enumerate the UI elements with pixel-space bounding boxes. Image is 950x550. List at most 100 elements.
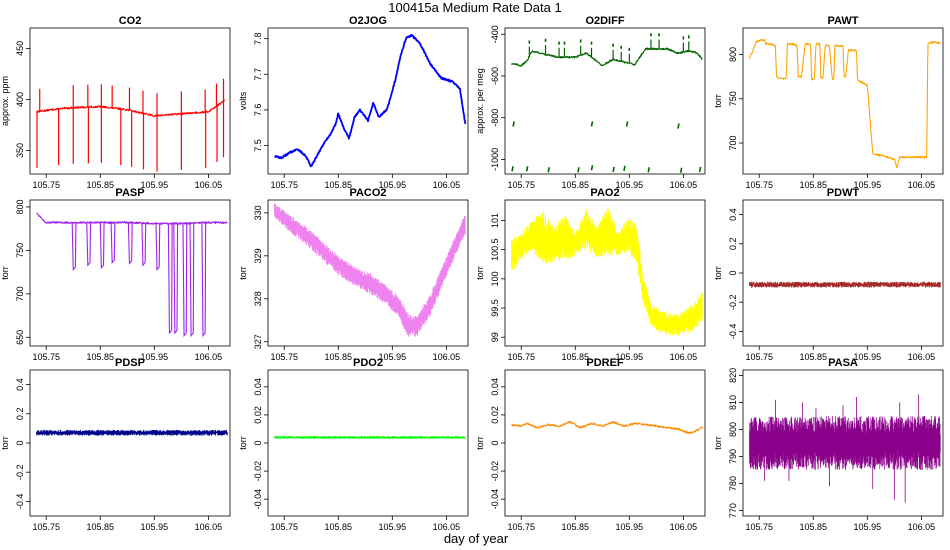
outlier-point-o2diff <box>525 166 529 172</box>
panel-pdref: PDREF 105.75 105.85 105.95 106.05 -0.04 -0.02 0… <box>475 357 706 532</box>
x-tick-label-o2jog: 105.85 <box>325 180 353 190</box>
panel-pdo2: PDO2 105.75 105.85 105.95 106.05 -0.04 -0.02 0 0… <box>238 357 469 532</box>
outlier-point-o2diff <box>698 166 702 173</box>
panel-o2jog: O2JOG 105.75 105.85 105.95 106.05 7.5 7.6 7.7 7.… <box>238 15 469 190</box>
y-tick-label-pdsp: 0.2 <box>15 408 25 421</box>
outlier-point-o2diff <box>511 166 514 172</box>
series-line-pasp <box>36 212 228 225</box>
panel-frame-o2diff <box>504 27 706 175</box>
series-line-pdref <box>511 420 703 435</box>
panel-title-pawt: PAWT <box>828 15 859 27</box>
x-tick-label-co2: 105.75 <box>32 180 60 190</box>
dip-pasp <box>86 222 92 267</box>
x-tick-label-o2jog: 105.75 <box>270 180 298 190</box>
y-axis-label-pasp: torr <box>0 266 10 280</box>
x-tick-label-pao2: 105.95 <box>616 352 644 362</box>
y-tick-label-pdref: 0 <box>490 440 500 445</box>
outlier-point-o2diff <box>623 165 626 172</box>
y-tick-label-paco2: 328 <box>253 291 263 306</box>
y-tick-label-pdwt: -0.2 <box>728 294 738 310</box>
panel-frame-pdref <box>504 369 706 517</box>
panel-title-paco2: PACO2 <box>349 187 386 199</box>
x-tick-label-pdo2: 105.85 <box>325 522 353 532</box>
panel-title-pasa: PASA <box>828 357 858 369</box>
x-tick-label-pdwt: 105.85 <box>800 352 828 362</box>
panel-paco2: PACO2 105.75 105.85 105.95 106.05 327 328 329 33… <box>238 187 469 362</box>
panels: CO2 105.75 105.85 105.95 106.05 350 400 450 appr… <box>0 15 944 532</box>
series-band-pdo2 <box>274 436 466 439</box>
x-tick-label-pdo2: 105.75 <box>270 522 298 532</box>
y-tick-label-pao2: 100.5 <box>490 238 500 261</box>
y-tick-label-pdwt: 0.2 <box>728 238 738 251</box>
dip-pasp <box>155 223 161 272</box>
y-axis-label-pawt: torr <box>713 94 723 108</box>
y-tick-label-pasp: 750 <box>15 243 25 258</box>
x-tick-label-pdsp: 106.05 <box>195 522 223 532</box>
x-tick-label-o2diff: 105.95 <box>616 180 644 190</box>
y-tick-label-pao2: 101 <box>490 213 500 228</box>
x-tick-label-paco2: 105.95 <box>379 352 407 362</box>
series-band-pdsp <box>36 429 228 436</box>
y-tick-label-co2: 400 <box>15 92 25 107</box>
panel-title-pdwt: PDWT <box>827 187 860 199</box>
y-tick-label-pdo2: -0.02 <box>253 461 263 482</box>
y-tick-label-pdo2: 0.02 <box>253 406 263 424</box>
x-tick-label-paco2: 105.85 <box>325 352 353 362</box>
y-tick-label-pdref: -0.02 <box>490 461 500 482</box>
y-tick-label-pao2: 99 <box>490 332 500 342</box>
y-tick-label-paco2: 330 <box>253 205 263 220</box>
y-axis-label-pasa: torr <box>713 436 723 450</box>
outlier-point-o2diff <box>512 121 515 127</box>
x-tick-label-pdo2: 106.05 <box>433 522 461 532</box>
outlier-point-o2diff <box>625 121 629 127</box>
y-axis-label-o2diff: approx. per meg <box>475 68 485 134</box>
y-tick-label-pdwt: 0.4 <box>728 208 738 221</box>
y-tick-label-paco2: 327 <box>253 334 263 349</box>
x-tick-label-pao2: 105.75 <box>507 352 535 362</box>
series-band-pasa <box>749 416 941 470</box>
dip-pasp <box>141 223 147 267</box>
x-tick-label-pasa: 105.85 <box>800 522 828 532</box>
x-tick-label-pdo2: 105.95 <box>379 522 407 532</box>
panel-pasp: PASP 105.75 105.85 105.95 106.05 650 700 750 800… <box>0 187 231 362</box>
y-tick-label-pdo2: 0 <box>253 440 263 445</box>
y-tick-label-co2: 350 <box>15 143 25 158</box>
y-tick-label-pao2: 99.5 <box>490 299 500 317</box>
y-tick-label-pawt: 700 <box>728 136 738 151</box>
x-tick-label-pdref: 106.05 <box>670 522 698 532</box>
x-tick-label-pasa: 105.75 <box>745 522 773 532</box>
y-tick-label-pdwt: 0 <box>728 270 738 275</box>
x-tick-label-pdref: 105.95 <box>616 522 644 532</box>
y-tick-label-paco2: 329 <box>253 248 263 263</box>
x-tick-label-o2diff: 105.85 <box>562 180 590 190</box>
x-tick-label-pawt: 105.75 <box>745 180 773 190</box>
x-tick-label-o2diff: 106.05 <box>670 180 698 190</box>
y-tick-label-pdsp: 0 <box>15 440 25 445</box>
y-tick-label-pdref: 0.04 <box>490 378 500 396</box>
y-tick-label-co2: 450 <box>15 41 25 56</box>
dip-pasp <box>189 223 195 338</box>
panel-frame-pdo2 <box>267 369 469 517</box>
y-axis-label-paco2: torr <box>238 266 248 280</box>
panel-title-o2diff: O2DIFF <box>585 15 624 27</box>
panel-frame-pdsp <box>29 369 231 517</box>
series-band-pdwt <box>749 281 941 288</box>
panel-pdsp: PDSP 105.75 105.85 105.95 106.05 -0.4 -0.2 0 0.2… <box>0 357 231 532</box>
y-tick-label-pdsp: -0.2 <box>15 464 25 480</box>
y-axis-label-pdo2: torr <box>238 436 248 450</box>
y-axis-label-co2: approx. ppm <box>0 76 10 126</box>
y-tick-label-pawt: 800 <box>728 47 738 62</box>
x-tick-label-pasp: 105.85 <box>87 352 115 362</box>
dip-pasp <box>167 223 173 335</box>
y-tick-label-pao2: 100 <box>490 271 500 286</box>
series-line-pawt <box>748 38 941 169</box>
panel-frame-pao2 <box>504 199 706 347</box>
dip-pasp <box>71 222 77 272</box>
y-tick-label-o2jog: 7.7 <box>253 68 263 81</box>
panel-title-pasp: PASP <box>115 187 144 199</box>
y-tick-label-pdref: -0.04 <box>490 489 500 510</box>
y-axis-label-o2jog: volts <box>238 91 248 110</box>
y-tick-label-o2jog: 7.6 <box>253 104 263 117</box>
panel-o2diff: O2DIFF 105.75 105.85 105.95 106.05 -1000 -800 -… <box>475 15 706 190</box>
